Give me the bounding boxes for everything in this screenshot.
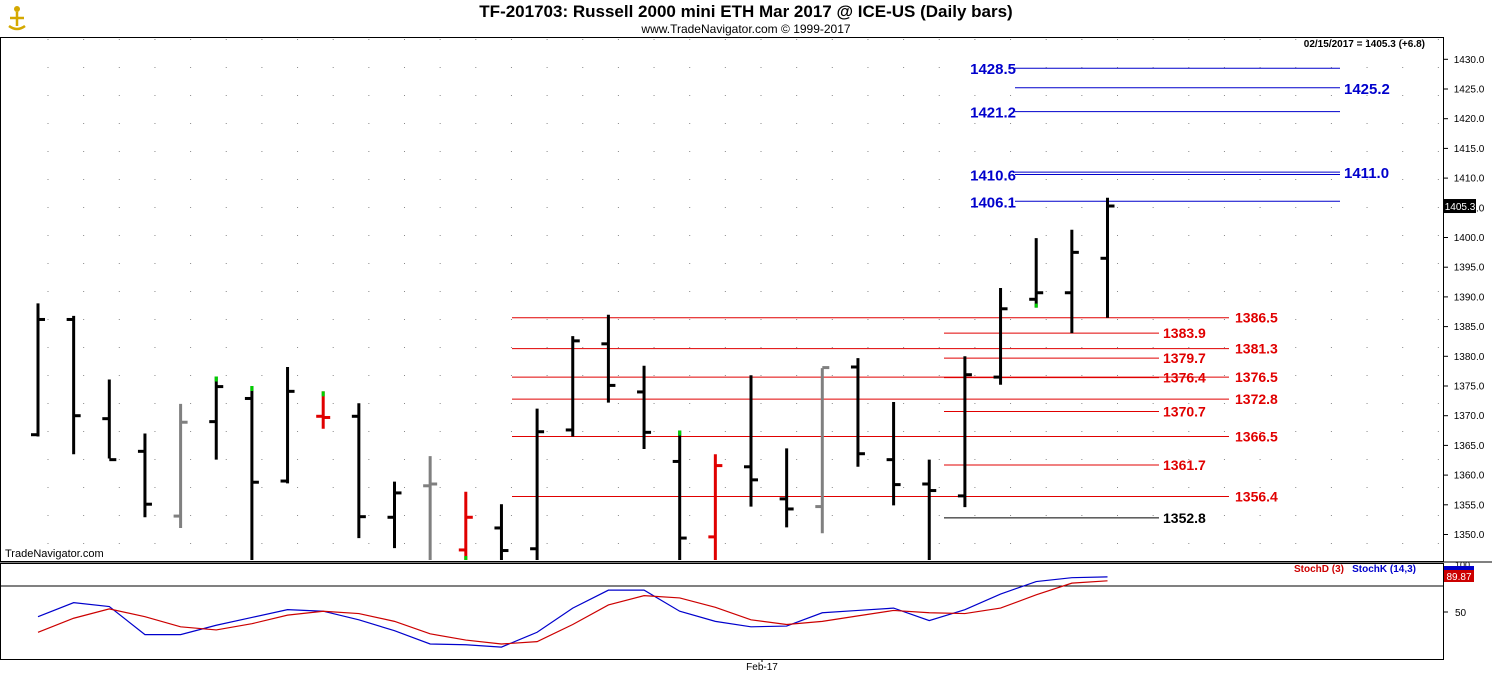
ohlc-bar (922, 459, 937, 560)
red-level-label: 1372.8 (1235, 391, 1278, 407)
ohlc-bar (494, 504, 509, 560)
chart-title: TF-201703: Russell 2000 mini ETH Mar 201… (479, 2, 1013, 21)
stoch-k-legend: StochK (14,3) (1352, 564, 1416, 575)
ohlc-bar (850, 358, 865, 467)
red-level-label: 1356.4 (1235, 488, 1278, 504)
stoch-value-tag: 89.87 (1446, 572, 1471, 583)
ohlc-bar (316, 391, 331, 429)
tradenavigator-logo-icon (6, 4, 28, 32)
chart-subtitle: www.TradeNavigator.com © 1999-2017 (641, 22, 851, 36)
stoch-d-value-box (1444, 570, 1474, 582)
ohlc-bar (209, 376, 224, 460)
red-level-label: 1383.9 (1163, 325, 1206, 341)
black-level-label: 1352.8 (1163, 510, 1206, 526)
y-axis-tick-label: 1350.0 (1454, 530, 1485, 541)
blue-level-label: 1421.2 (970, 105, 1016, 122)
blue-level-label: 1428.5 (970, 61, 1016, 78)
ohlc-bar (957, 356, 972, 508)
y-axis-tick-label: 1365.0 (1454, 441, 1485, 452)
ohlc-bar (637, 365, 652, 449)
ohlc-bar (1029, 238, 1044, 308)
ohlc-bar (1100, 197, 1115, 318)
y-axis-tick-label: 1385.0 (1454, 322, 1485, 333)
y-axis-tick-label: 1400.0 (1454, 233, 1485, 244)
y-axis-tick-label: 1380.0 (1454, 352, 1485, 363)
y-axis-tick-label: 1420.0 (1454, 114, 1485, 125)
ohlc-bar (102, 379, 117, 462)
ohlc-bar (672, 430, 687, 560)
ohlc-bar (993, 287, 1008, 385)
ohlc-bar (530, 408, 545, 560)
y-axis-tick-label: 1390.0 (1454, 292, 1485, 303)
stoch-d-legend: StochD (3) (1294, 564, 1344, 575)
ohlc-bar (886, 402, 901, 506)
last-price-tag: 1405.3 (1445, 202, 1476, 213)
ohlc-bar (244, 386, 259, 560)
stoch-panel-frame (0, 563, 1444, 660)
y-axis-tick-label: 1355.0 (1454, 500, 1485, 511)
ohlc-bar (815, 366, 830, 534)
blue-level-label: 1406.1 (970, 194, 1016, 211)
ohlc-bar (779, 448, 794, 528)
y-axis-tick-label: 1425.0 (1454, 85, 1485, 96)
blue-level-label: 1410.6 (970, 168, 1016, 185)
stoch-k-value-box (1444, 566, 1474, 571)
red-level-label: 1366.5 (1235, 428, 1278, 444)
watermark-text: TradeNavigator.com (5, 548, 104, 560)
ohlc-bar (458, 491, 473, 560)
price-panel-frame (0, 37, 1444, 562)
ohlc-bar (601, 314, 616, 403)
ohlc-bar (565, 336, 580, 437)
ohlc-bar (31, 303, 45, 437)
blue-level-label: 1425.2 (1344, 81, 1390, 98)
stoch-k-line (37, 576, 1108, 648)
stoch-d-line (37, 580, 1108, 645)
red-level-label: 1386.5 (1235, 310, 1278, 326)
ohlc-bar (744, 375, 758, 507)
red-level-label: 1376.5 (1235, 369, 1278, 385)
ohlc-bar (137, 433, 152, 518)
red-level-label: 1370.7 (1163, 404, 1206, 420)
y-axis-tick-label: 1415.0 (1454, 144, 1485, 155)
stoch-axis-tick-label: 50 (1455, 608, 1467, 619)
y-axis-tick-label: 1360.0 (1454, 471, 1485, 482)
last-price-info: 02/15/2017 = 1405.3 (+6.8) (1304, 39, 1425, 50)
x-axis-tick-label: Feb-17 (746, 662, 778, 673)
ohlc-bar (280, 366, 295, 484)
red-level-label: 1361.7 (1163, 457, 1206, 473)
y-axis-tick-label: 1430.0 (1454, 55, 1485, 66)
ohlc-bar (173, 403, 188, 528)
ohlc-bar (1064, 229, 1079, 334)
ohlc-bar (351, 403, 366, 539)
chart-header: TF-201703: Russell 2000 mini ETH Mar 201… (0, 0, 1492, 40)
blue-level-label: 1411.0 (1344, 165, 1389, 182)
stoch-axis-tick-label: 100 (1455, 560, 1470, 570)
ohlc-bar (66, 315, 81, 455)
y-axis-tick-label: 1395.0 (1454, 263, 1485, 274)
y-axis-tick-label: 1375.0 (1454, 382, 1485, 393)
last-price-tag-box (1444, 199, 1476, 214)
red-level-label: 1376.4 (1163, 370, 1206, 386)
red-level-label: 1379.7 (1163, 350, 1206, 366)
ohlc-bar (387, 481, 402, 549)
y-axis-tick-label: 1370.0 (1454, 411, 1485, 422)
red-level-label: 1381.3 (1235, 341, 1278, 357)
ohlc-bar (708, 454, 723, 560)
ohlc-bar (423, 456, 438, 560)
y-axis-tick-label: 1410.0 (1454, 174, 1485, 185)
